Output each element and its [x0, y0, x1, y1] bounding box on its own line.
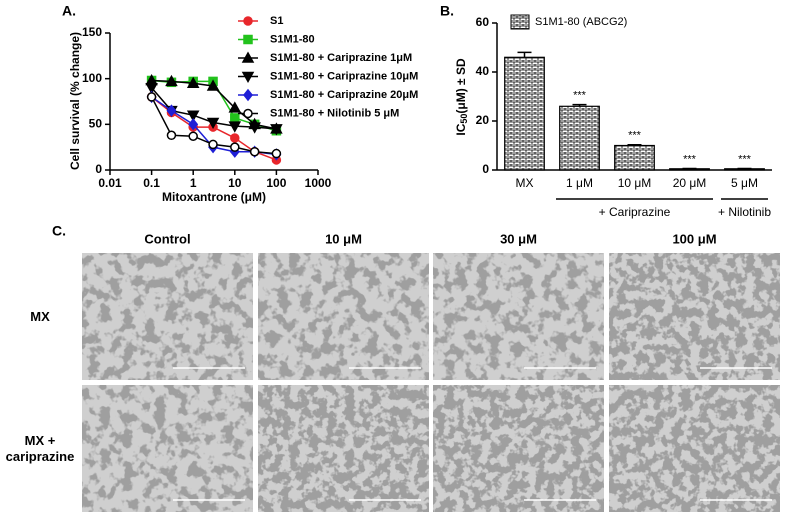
- row-label: MX + cariprazine: [5, 432, 75, 464]
- legend-label: S1M1-80 + Cariprazine 10μM: [270, 70, 418, 82]
- legend-marker: [243, 16, 253, 26]
- group-label: + Cariprazine: [599, 205, 671, 219]
- marker: [248, 122, 261, 134]
- legend-marker: [241, 71, 255, 84]
- x-tick-label: 10 μM: [618, 176, 652, 190]
- legend-label: S1M1-80 + Nilotinib 5 μM: [270, 107, 399, 119]
- marker: [228, 121, 242, 133]
- legend-label: S1M1-80 (ABCG2): [535, 16, 627, 28]
- micrograph: [82, 253, 253, 380]
- group-label: + Nilotinib: [718, 205, 771, 219]
- value-label: ***: [628, 130, 642, 142]
- x-tick-label: 0.1: [143, 176, 160, 190]
- micrograph: [82, 385, 253, 512]
- marker: [208, 139, 218, 150]
- marker: [166, 130, 177, 141]
- marker: [230, 142, 240, 152]
- legend-marker: [241, 51, 255, 63]
- marker: [165, 74, 178, 87]
- marker: [230, 133, 240, 143]
- x-tick-label: 1: [190, 176, 197, 190]
- bar: [504, 56, 545, 171]
- row-label: MX: [30, 308, 50, 324]
- x-tick-label: 1 μM: [566, 176, 593, 190]
- micrograph: [433, 253, 604, 380]
- x-tick-label: MX: [516, 176, 534, 190]
- micrograph: [609, 385, 780, 512]
- value-label: ***: [573, 89, 587, 101]
- x-tick-label: 5 μM: [731, 176, 758, 190]
- x-axis-label: Mitoxantrone (μM): [162, 190, 266, 204]
- legend-label: S1M1-80 + Cariprazine 1μM: [270, 52, 412, 64]
- y-tick-label: 150: [82, 25, 102, 39]
- y-tick-label: 60: [476, 15, 490, 29]
- marker: [186, 110, 200, 122]
- micrograph: [609, 253, 780, 380]
- marker: [186, 76, 200, 88]
- micrograph: [258, 253, 429, 380]
- column-label: 10 μM: [325, 231, 362, 246]
- y-tick-label: 100: [82, 71, 102, 85]
- column-label: 30 μM: [500, 231, 537, 246]
- marker: [146, 92, 157, 102]
- x-tick-label: 1000: [305, 176, 332, 190]
- value-label: ***: [683, 153, 697, 165]
- column-label: 100 μM: [672, 231, 716, 246]
- legend-swatch: [510, 14, 530, 30]
- y-tick-label: 50: [89, 117, 103, 131]
- y-axis-label: IC50(μM) ± SD: [454, 58, 469, 136]
- x-tick-label: 0.01: [98, 176, 122, 190]
- legend-label: S1M1-80: [270, 33, 315, 45]
- bar: [559, 105, 600, 171]
- y-tick-label: 0: [482, 162, 489, 176]
- panel-label: A.: [62, 3, 76, 19]
- y-tick-label: 40: [476, 64, 490, 78]
- marker: [270, 124, 283, 136]
- x-tick-label: 100: [266, 176, 286, 190]
- legend-label: S1M1-80 + Cariprazine 20μM: [270, 89, 418, 101]
- legend-marker: [243, 34, 253, 45]
- marker: [206, 117, 220, 130]
- error-bar: [517, 51, 532, 58]
- marker: [230, 113, 240, 123]
- x-tick-label: 20 μM: [673, 176, 707, 190]
- bar: [614, 144, 655, 171]
- panel-label: B.: [440, 3, 454, 19]
- legend-marker: [243, 88, 253, 102]
- marker: [188, 118, 199, 131]
- value-label: ***: [738, 153, 752, 165]
- panel-label: C.: [52, 223, 66, 239]
- marker: [228, 101, 242, 113]
- marker: [145, 83, 158, 95]
- x-tick-label: 10: [228, 176, 242, 190]
- error-bar: [627, 144, 642, 146]
- y-tick-label: 0: [95, 162, 102, 176]
- micrograph: [258, 385, 429, 512]
- marker: [271, 148, 282, 159]
- micrograph: [433, 385, 604, 512]
- legend-marker: [243, 108, 253, 119]
- marker: [166, 104, 177, 117]
- y-tick-label: 20: [476, 113, 490, 127]
- marker: [249, 146, 260, 157]
- legend-label: S1: [270, 15, 283, 27]
- y-axis-label: Cell survival (% change): [68, 32, 82, 170]
- marker: [188, 131, 198, 141]
- column-label: Control: [144, 231, 190, 246]
- error-bar: [572, 103, 587, 107]
- marker: [206, 79, 220, 91]
